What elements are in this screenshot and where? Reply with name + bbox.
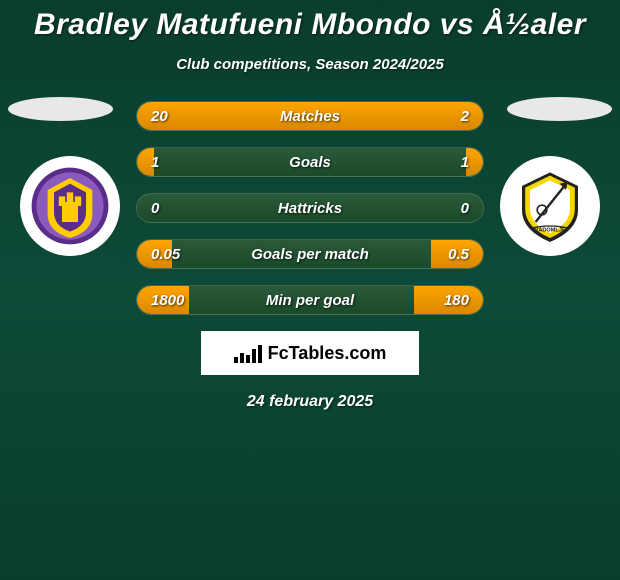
brand-label: FcTables.com (268, 343, 387, 364)
stat-value-right: 2 (461, 102, 469, 131)
brand-text: FcTables.com (234, 343, 387, 364)
svg-text:RADOMLJE: RADOMLJE (534, 228, 566, 234)
stat-rows: 20Matches2 1Goals1 0Hattricks0 0.05Goals pe… (136, 101, 484, 315)
stat-label: Min per goal (137, 286, 483, 315)
brand-chart-icon (234, 343, 262, 363)
stat-row: 0.05Goals per match0.5 (136, 239, 484, 269)
stat-value-right: 0 (461, 194, 469, 223)
stat-value-right: 180 (444, 286, 469, 315)
left-shadow-ellipse (8, 97, 113, 121)
stat-row: 1Goals1 (136, 147, 484, 177)
date-text: 24 february 2025 (0, 393, 620, 411)
brand-box[interactable]: FcTables.com (201, 331, 419, 375)
stat-value-right: 0.5 (448, 240, 469, 269)
stat-row: 20Matches2 (136, 101, 484, 131)
brand-chart-bar (252, 349, 256, 363)
comparison-widget: Bradley Matufueni Mbondo vs Å½aler Club … (0, 0, 620, 580)
right-shadow-ellipse (507, 97, 612, 121)
maribor-badge-icon (30, 166, 110, 246)
brand-chart-bar (246, 355, 250, 363)
page-title: Bradley Matufueni Mbondo vs Å½aler (0, 0, 620, 42)
stat-value-right: 1 (461, 148, 469, 177)
stat-row: 1800Min per goal180 (136, 285, 484, 315)
brand-chart-bar (234, 357, 238, 363)
stat-label: Goals per match (137, 240, 483, 269)
brand-chart-bar (258, 345, 262, 363)
stats-area: RADOMLJE 20Matches2 1Goals1 0Hattricks0 0.0… (0, 101, 620, 315)
brand-chart-bar (240, 353, 244, 363)
subtitle: Club competitions, Season 2024/2025 (0, 56, 620, 73)
radomlje-badge-icon: RADOMLJE (510, 166, 590, 246)
stat-label: Hattricks (137, 194, 483, 223)
stat-label: Goals (137, 148, 483, 177)
stat-label: Matches (137, 102, 483, 131)
stat-row: 0Hattricks0 (136, 193, 484, 223)
team-right-logo[interactable]: RADOMLJE (500, 156, 600, 256)
team-left-logo[interactable] (20, 156, 120, 256)
